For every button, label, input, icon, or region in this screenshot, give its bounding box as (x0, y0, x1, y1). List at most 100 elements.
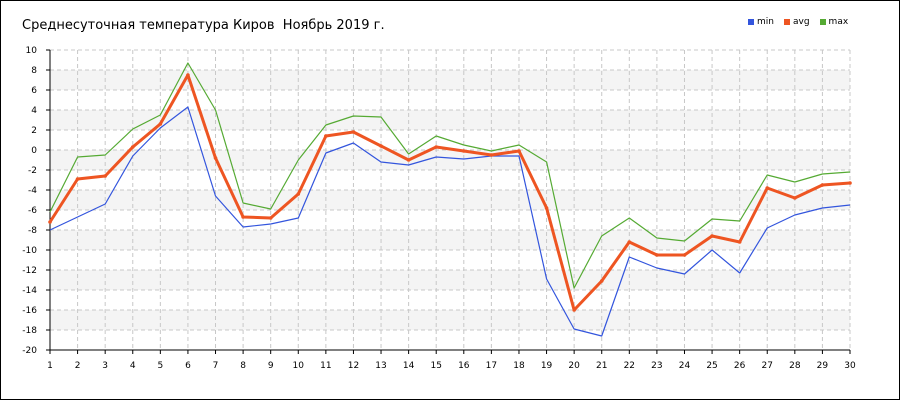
x-tick-label: 19 (541, 361, 553, 371)
y-tick-label: 2 (31, 126, 37, 136)
point-avg (324, 134, 328, 138)
point-avg (130, 145, 135, 149)
point-avg (351, 130, 356, 134)
point-avg (655, 253, 659, 257)
y-tick-label: 4 (31, 106, 37, 116)
x-tick-label: 1 (47, 361, 53, 371)
y-tick-label: -18 (22, 326, 37, 336)
y-tick-label: -14 (22, 286, 37, 296)
y-tick-label: 8 (31, 66, 37, 76)
point-avg (75, 177, 80, 181)
point-avg (682, 253, 687, 257)
y-tick-label: -16 (22, 306, 37, 316)
point-avg (213, 156, 218, 160)
x-tick-label: 10 (293, 361, 305, 371)
point-avg (599, 279, 604, 283)
point-avg (48, 220, 52, 224)
point-avg (627, 240, 632, 244)
plot-axes (49, 50, 850, 351)
series-line-avg (48, 73, 851, 312)
x-tick-label: 9 (268, 361, 274, 371)
y-tick-label: 6 (31, 86, 37, 96)
point-avg (268, 216, 273, 220)
x-tick-label: 16 (458, 361, 470, 371)
point-avg (737, 240, 742, 244)
x-tick-label: 21 (596, 361, 607, 371)
plot-bands (50, 70, 850, 330)
legend-label-min: min (757, 17, 774, 27)
point-avg (158, 122, 163, 126)
x-tick-label: 6 (185, 361, 191, 371)
legend-swatch-max (819, 19, 826, 25)
legend-label-avg: avg (792, 17, 810, 27)
legend-item-max: max (819, 14, 849, 30)
x-tick-label: 8 (240, 361, 246, 371)
plot-band (50, 190, 850, 210)
y-tick-label: 0 (31, 146, 37, 156)
point-avg (103, 174, 107, 178)
x-tick-label: 29 (817, 361, 829, 371)
x-tick-label: 22 (624, 361, 635, 371)
point-avg (406, 158, 411, 162)
legend-item-avg: avg (783, 14, 810, 30)
point-avg (793, 196, 797, 200)
x-tick-label: 23 (651, 361, 662, 371)
point-avg (572, 308, 576, 312)
plot-band (50, 230, 850, 250)
point-avg (379, 144, 383, 148)
chart-title: Среднесуточная температура Киров Ноябрь … (22, 18, 385, 33)
plot-band (50, 150, 850, 170)
y-tick-label: -20 (22, 346, 37, 356)
x-tick-label: 25 (706, 361, 717, 371)
y-tick-label: -10 (22, 246, 37, 256)
y-tick-label: -8 (28, 226, 37, 236)
x-tick-label: 15 (430, 361, 441, 371)
y-tick-label: -2 (28, 166, 37, 176)
plot-band (50, 270, 850, 290)
point-avg (241, 215, 245, 219)
x-tick-label: 28 (789, 361, 801, 371)
series-line-max (49, 62, 851, 289)
plot-band (50, 70, 850, 90)
point-avg (186, 73, 190, 77)
x-tick-label: 5 (157, 361, 163, 371)
y-tick-label: -12 (22, 266, 37, 276)
x-tick-label: 13 (375, 361, 386, 371)
point-avg (765, 186, 770, 190)
x-tick-label: 27 (762, 361, 773, 371)
y-tick-label: -4 (28, 186, 37, 196)
x-tick-label: 24 (679, 361, 691, 371)
legend-label-max: max (828, 17, 849, 27)
x-tick-label: 3 (102, 361, 108, 371)
x-tick-label: 17 (486, 361, 497, 371)
plot-series (48, 62, 852, 337)
legend: min avg max (748, 14, 848, 30)
legend-item-min: min (748, 14, 774, 30)
x-tick-label: 2 (75, 361, 81, 371)
x-tick-label: 14 (403, 361, 415, 371)
x-tick-label: 20 (568, 361, 580, 371)
point-avg (517, 149, 521, 153)
x-tick-label: 26 (734, 361, 746, 371)
legend-swatch-avg (783, 19, 790, 25)
x-tick-label: 30 (844, 361, 856, 371)
x-tick-label: 18 (513, 361, 525, 371)
point-avg (461, 149, 466, 153)
y-tick-label: -6 (28, 206, 37, 216)
point-avg (710, 234, 714, 238)
series-line-min (49, 106, 851, 337)
point-avg (489, 153, 494, 157)
y-tick-label: 10 (26, 46, 38, 56)
x-tick-label: 7 (213, 361, 219, 371)
point-avg (820, 183, 825, 187)
legend-swatch-min (748, 19, 754, 25)
point-avg (544, 206, 549, 210)
point-avg (848, 181, 852, 185)
plot-band (50, 310, 850, 330)
plot-grid (50, 49, 851, 350)
x-tick-label: 11 (320, 361, 331, 371)
point-avg (434, 145, 439, 149)
x-tick-label: 4 (130, 361, 136, 371)
